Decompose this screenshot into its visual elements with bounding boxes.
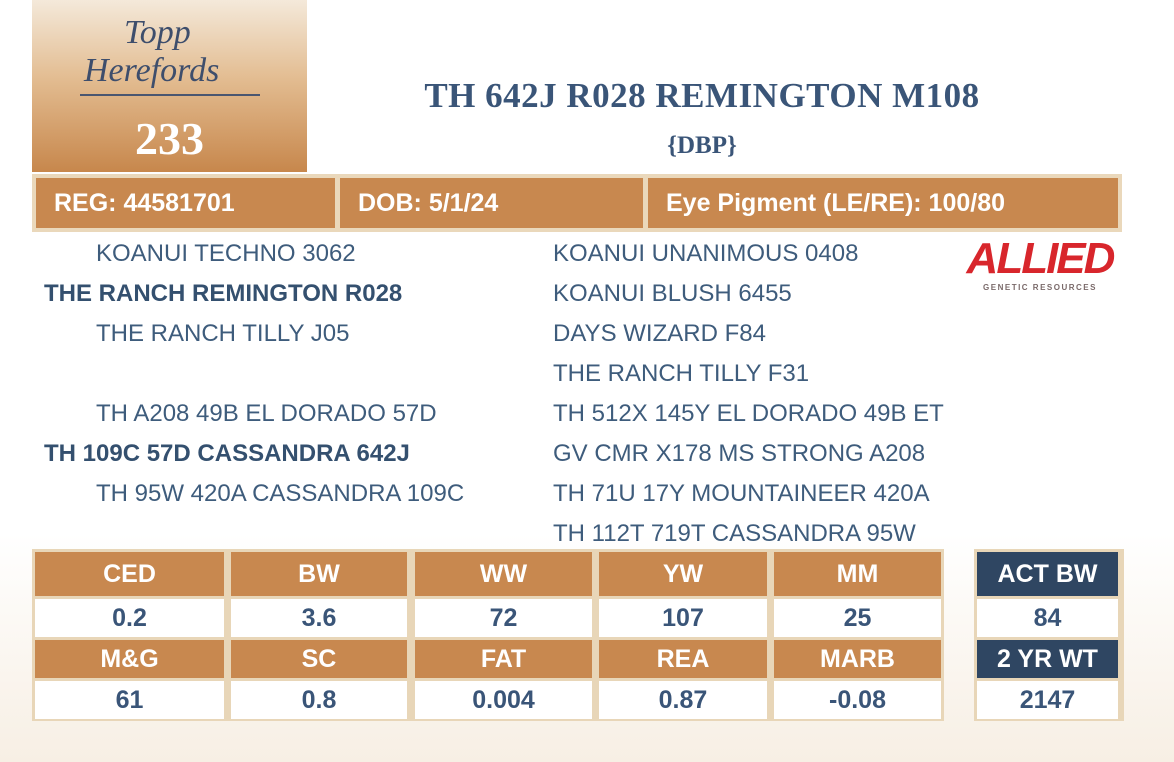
pedigree-entry: TH A208 49B EL DORADO 57D: [96, 400, 437, 427]
pedigree-grandparent: DAYS WIZARD F84: [553, 320, 766, 347]
epd-header: M&G: [35, 640, 224, 678]
epd-value: 0.8: [231, 681, 407, 719]
pedigree-grandparent: KOANUI UNANIMOUS 0408: [553, 240, 859, 267]
sponsor-logo: ALLIED: [966, 234, 1116, 283]
pedigree-grandparent: TH 512X 145Y EL DORADO 49B ET: [553, 400, 944, 427]
epd-header: MARB: [774, 640, 941, 678]
info-cell: REG: 44581701: [36, 178, 335, 228]
epd-value: 25: [774, 599, 941, 637]
epd-value: 0.87: [599, 681, 767, 719]
epd-header: WW: [415, 552, 592, 596]
epd-value: -0.08: [774, 681, 941, 719]
pedigree-entry: TH 95W 420A CASSANDRA 109C: [96, 480, 465, 507]
actuals-table: ACT BW 84 2 YR WT 2147: [974, 549, 1124, 721]
epd-header: YW: [599, 552, 767, 596]
lot-number: 233: [135, 113, 204, 164]
epd-value: 3.6: [231, 599, 407, 637]
pedigree-grandparent: TH 112T 719T CASSANDRA 95W: [553, 520, 916, 547]
pedigree-grandparent: GV CMR X178 MS STRONG A208: [553, 440, 926, 467]
epd-value: 72: [415, 599, 592, 637]
logo-box: Topp Herefords 233: [32, 0, 307, 172]
pedigree-entry: KOANUI TECHNO 3062: [96, 240, 356, 267]
epd-value: 0.2: [35, 599, 224, 637]
sponsor-tagline: GENETIC RESOURCES: [983, 283, 1097, 292]
epd-header: CED: [35, 552, 224, 596]
epd-header: FAT: [415, 640, 592, 678]
info-bar: REG: 44581701 DOB: 5/1/24 Eye Pigment (L…: [32, 174, 1122, 232]
epd-header: BW: [231, 552, 407, 596]
info-cell: Eye Pigment (LE/RE): 100/80: [648, 178, 1118, 228]
epd-value: 0.004: [415, 681, 592, 719]
pedigree-dam: TH 109C 57D CASSANDRA 642J: [44, 440, 410, 467]
logo-line1: Topp: [124, 14, 191, 51]
pedigree-grandparent: THE RANCH TILLY F31: [553, 360, 810, 387]
epd-header: MM: [774, 552, 941, 596]
epd-header: SC: [231, 640, 407, 678]
epd-value: 107: [599, 599, 767, 637]
actual-value: 2147: [977, 681, 1118, 719]
pedigree-sire: THE RANCH REMINGTON R028: [44, 280, 403, 307]
actual-value: 84: [977, 599, 1118, 637]
epd-value: 61: [35, 681, 224, 719]
logo-line2: Herefords: [84, 52, 220, 89]
subtitle: {DBP}: [667, 132, 737, 159]
actual-label: 2 YR WT: [977, 640, 1118, 678]
epd-header: REA: [599, 640, 767, 678]
title: TH 642J R028 REMINGTON M108: [424, 76, 980, 115]
epd-table: CED 0.2 BW 3.6 WW 72 YW 107 MM 25 M&G 61 SC 0.8 FAT 0.0…: [32, 549, 944, 721]
pedigree-grandparent: KOANUI BLUSH 6455: [553, 280, 792, 307]
pedigree-entry: THE RANCH TILLY J05: [96, 320, 350, 347]
logo-rule: [80, 94, 260, 96]
pedigree-grandparent: TH 71U 17Y MOUNTAINEER 420A: [553, 480, 930, 507]
actual-label: ACT BW: [977, 552, 1118, 596]
info-cell: DOB: 5/1/24: [340, 178, 643, 228]
